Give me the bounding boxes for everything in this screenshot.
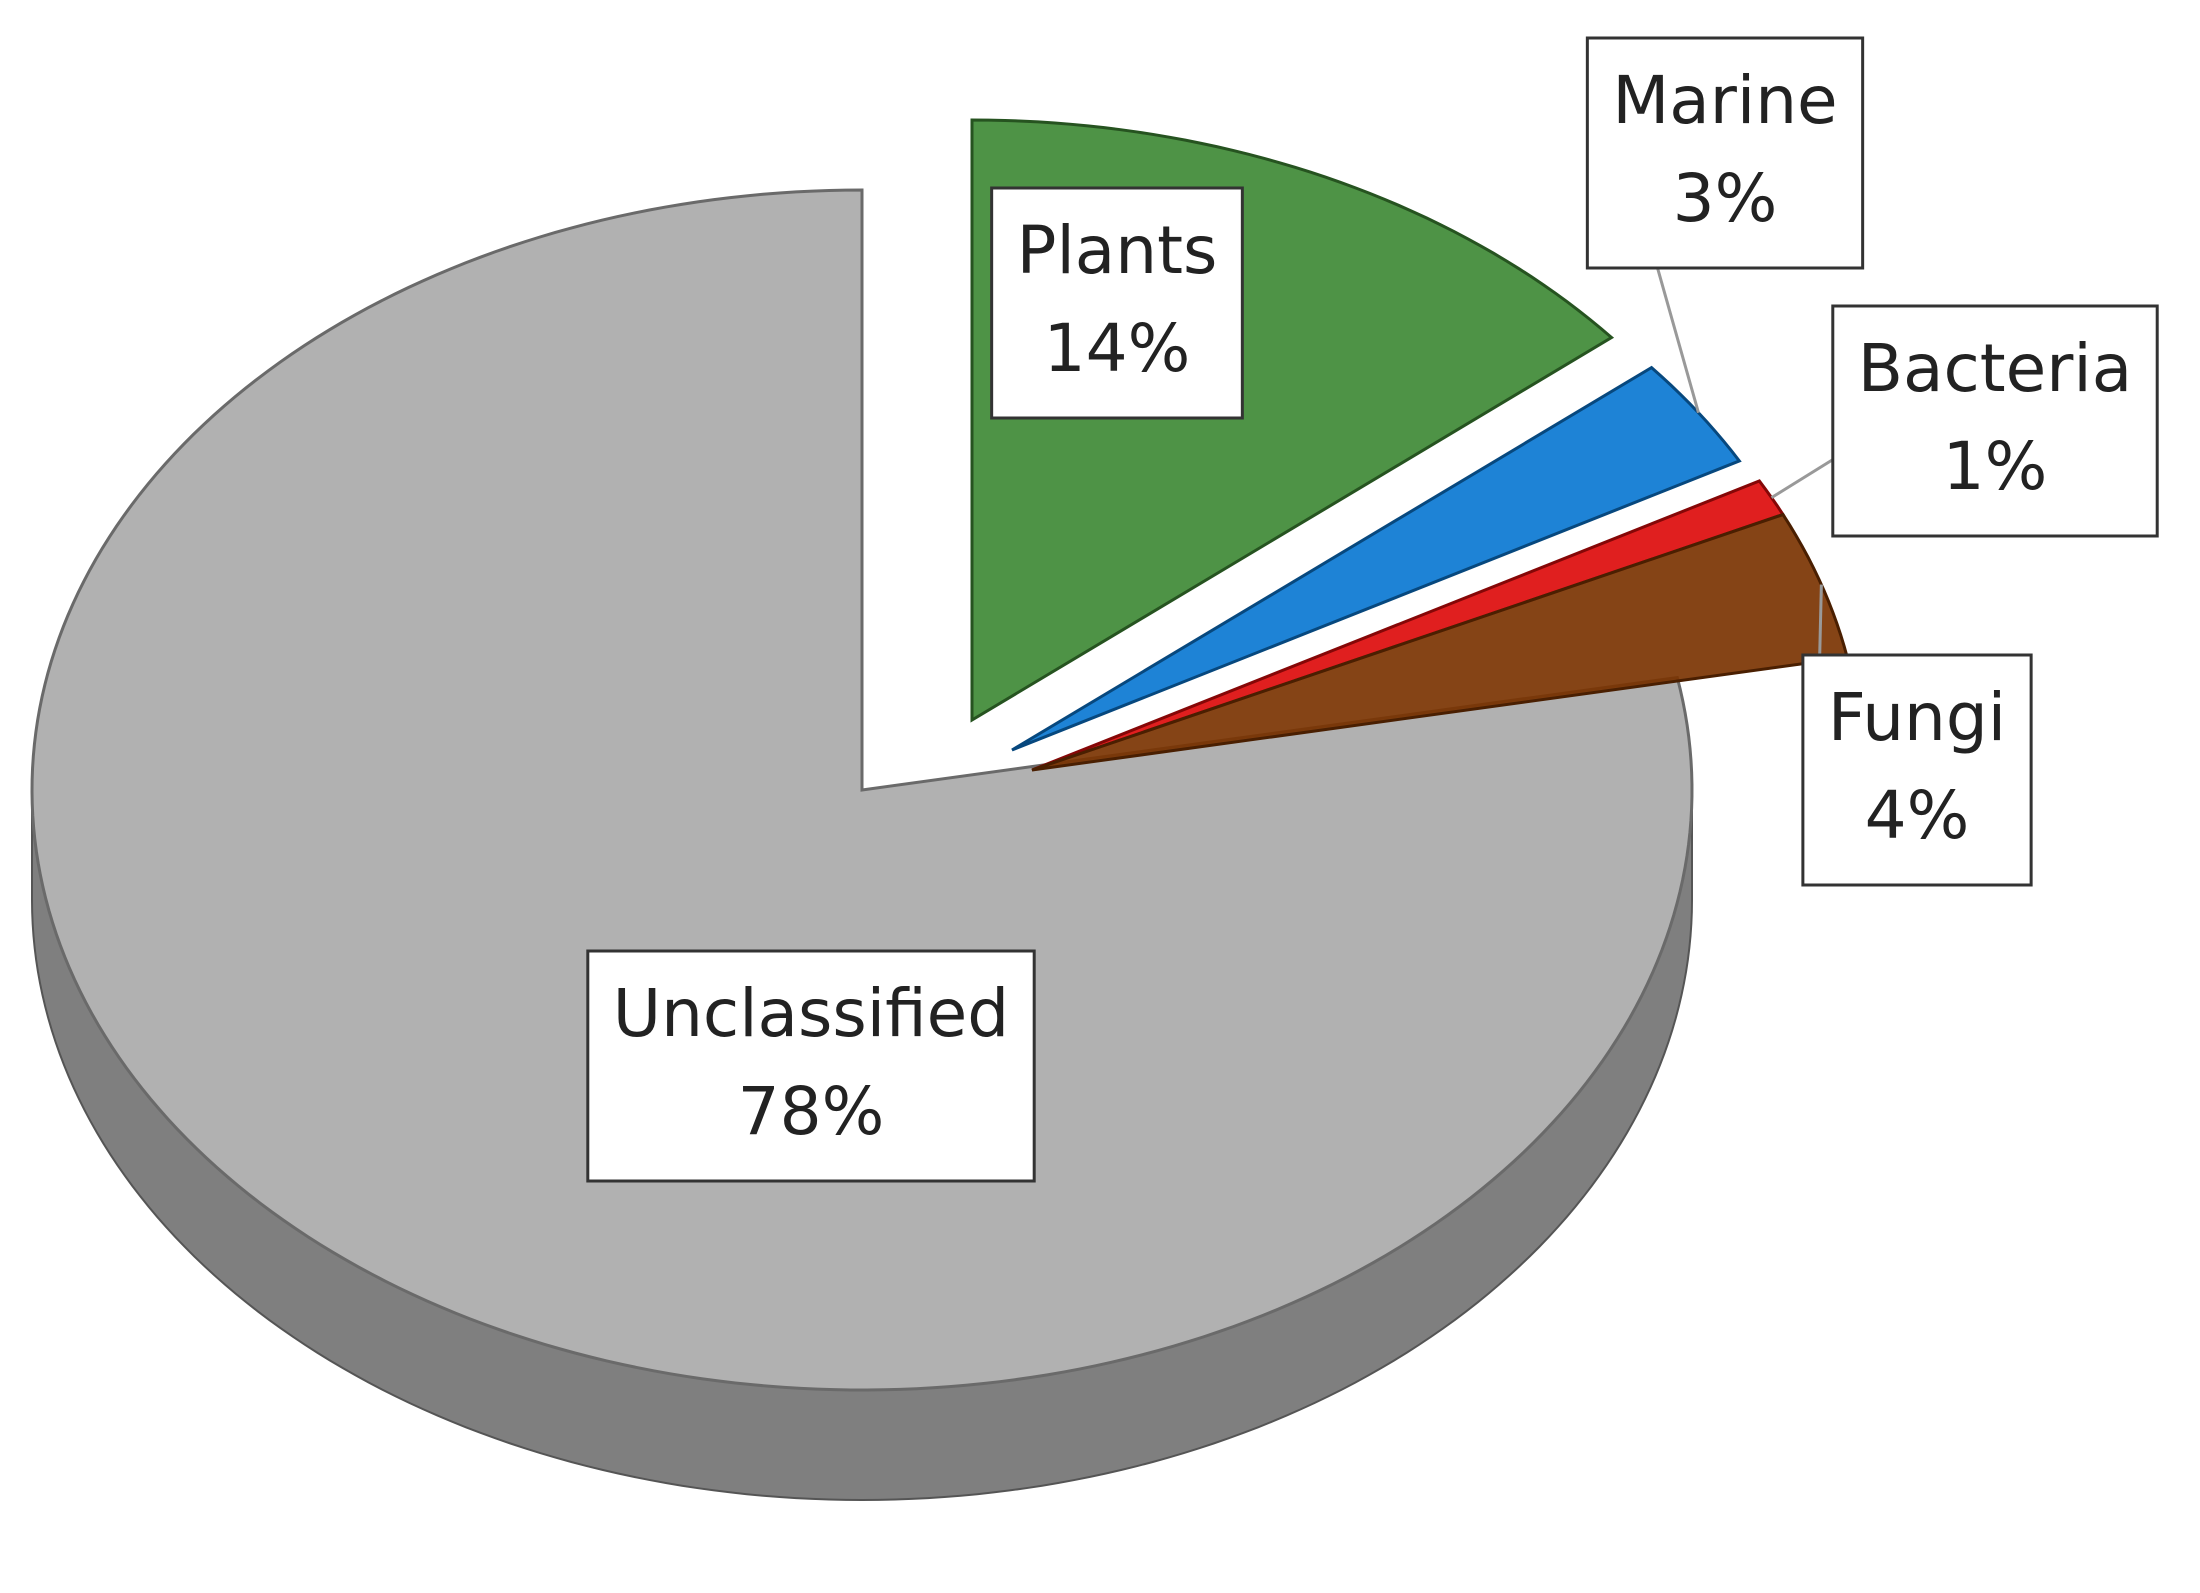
- data-label: Plants 14%: [990, 186, 1244, 420]
- value-label: 3%: [1673, 160, 1778, 237]
- value-label: 78%: [738, 1073, 885, 1150]
- value-label: 4%: [1865, 777, 1970, 854]
- label-box: [1831, 304, 2159, 538]
- value-label: 1%: [1943, 428, 2048, 505]
- category-label: Unclassified: [613, 975, 1009, 1052]
- data-label: Marine 3%: [1585, 36, 1865, 414]
- data-label: Fungi 4%: [1801, 584, 2033, 887]
- pie-slice: [30, 188, 1694, 1392]
- data-label: Unclassified 78%: [586, 949, 1036, 1183]
- category-label: Fungi: [1828, 679, 2006, 756]
- category-label: Bacteria: [1858, 330, 2132, 407]
- category-label: Plants: [1017, 212, 1218, 289]
- label-box: [586, 949, 1036, 1183]
- label-box: [1801, 653, 2033, 887]
- data-label: Bacteria 1%: [1770, 304, 2159, 538]
- label-box: [1585, 36, 1865, 270]
- label-box: [990, 186, 1244, 420]
- category-label: Marine: [1612, 62, 1837, 139]
- value-label: 14%: [1044, 310, 1191, 387]
- pie-slice: [1011, 365, 1742, 752]
